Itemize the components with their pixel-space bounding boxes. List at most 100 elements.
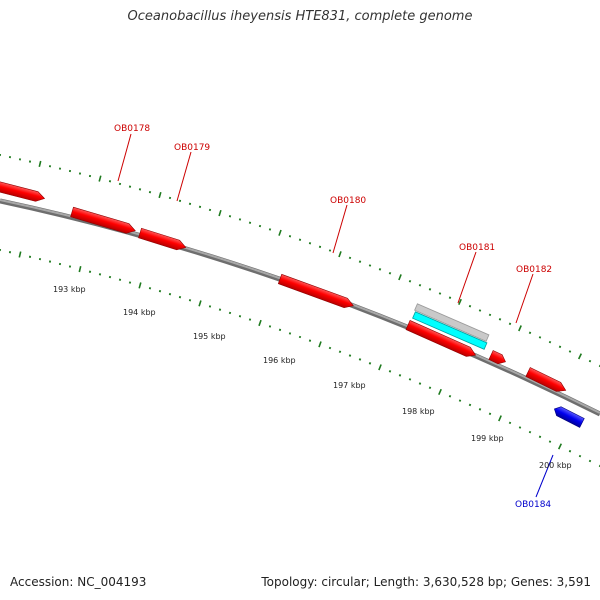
minor-tick	[118, 182, 122, 186]
gene-arrow-ob0180[interactable]	[277, 273, 355, 310]
gene-arrow-ob0178[interactable]	[70, 206, 137, 235]
minor-tick	[428, 386, 432, 390]
minor-tick	[568, 449, 572, 453]
gene-label[interactable]: OB0184	[515, 500, 551, 510]
minor-tick	[368, 264, 372, 267]
minor-tick	[378, 268, 382, 271]
minor-tick	[478, 408, 482, 411]
major-tick	[98, 175, 102, 182]
minor-tick	[448, 296, 452, 299]
minor-tick	[268, 325, 272, 328]
gene-arrow-ob0184[interactable]	[552, 404, 585, 428]
leader-line-ob0181	[457, 251, 477, 304]
minor-tick	[298, 335, 302, 339]
leader-line-ob0180	[332, 204, 348, 254]
minor-tick	[168, 292, 172, 296]
minor-tick	[488, 412, 492, 416]
minor-tick	[148, 190, 152, 194]
major-tick	[78, 266, 82, 273]
minor-tick	[318, 245, 322, 249]
minor-tick	[308, 242, 312, 245]
gene-arrow-ob0182-small[interactable]	[488, 350, 508, 366]
leader-line-ob0184	[535, 454, 554, 498]
minor-tick	[88, 270, 92, 273]
major-tick	[258, 319, 262, 327]
minor-tick	[468, 304, 472, 308]
major-tick	[518, 325, 522, 332]
minor-tick	[338, 350, 342, 354]
minor-tick	[508, 322, 512, 326]
gene-arrow-ob0181[interactable]	[405, 320, 478, 359]
minor-tick	[488, 313, 492, 317]
minor-tick	[558, 345, 562, 349]
ruler-label: 197 kbp	[333, 381, 366, 390]
minor-tick	[228, 311, 232, 315]
minor-tick	[208, 305, 212, 308]
ruler-label: 198 kbp	[402, 407, 435, 416]
minor-tick	[328, 249, 332, 252]
minor-tick	[458, 399, 462, 402]
minor-tick	[248, 318, 252, 321]
minor-tick	[548, 340, 552, 344]
inner-tick-track	[0, 248, 600, 468]
major-tick	[438, 388, 442, 396]
minor-tick	[258, 224, 262, 228]
minor-tick	[128, 185, 132, 188]
minor-tick	[298, 238, 302, 241]
ruler-label: 194 kbp	[123, 308, 156, 317]
gene-label[interactable]: OB0178	[114, 124, 150, 134]
gene-arrow-ob0179[interactable]	[138, 227, 187, 252]
minor-tick	[498, 318, 502, 321]
gene-label[interactable]: OB0182	[516, 265, 552, 275]
leader-line-ob0182	[515, 273, 534, 324]
minor-tick	[238, 315, 242, 318]
minor-tick	[368, 362, 372, 365]
major-tick	[38, 160, 42, 167]
major-tick	[398, 274, 402, 281]
major-tick	[138, 282, 142, 289]
minor-tick	[538, 435, 542, 439]
gene-label[interactable]: OB0181	[459, 243, 495, 253]
gene-label[interactable]: OB0180	[330, 196, 366, 206]
gene-label[interactable]: OB0179	[174, 143, 210, 153]
minor-tick	[548, 440, 552, 443]
major-tick	[338, 251, 342, 258]
minor-tick	[518, 426, 522, 429]
gray-feature	[414, 303, 490, 342]
minor-tick	[288, 332, 292, 335]
major-tick	[557, 443, 563, 450]
minor-tick	[148, 287, 152, 290]
gene-arrow-ob0183[interactable]	[525, 367, 568, 395]
outer-tick-track	[0, 153, 600, 368]
genome-backbone-highlight	[0, 199, 600, 414]
leader-line-ob0179	[176, 151, 192, 202]
minor-tick	[108, 275, 112, 279]
minor-tick	[168, 196, 172, 200]
major-tick	[378, 364, 382, 371]
minor-tick	[228, 215, 232, 218]
minor-tick	[278, 328, 282, 332]
gene-arrow-ob0177[interactable]	[0, 180, 46, 204]
minor-tick	[358, 260, 362, 263]
minor-tick	[248, 221, 252, 224]
minor-tick	[428, 288, 432, 291]
minor-tick	[348, 256, 352, 260]
ruler-label: 200 kbp	[539, 461, 572, 470]
major-tick	[158, 191, 162, 199]
ruler-label: 195 kbp	[193, 332, 226, 341]
minor-tick	[98, 273, 102, 276]
minor-tick	[408, 378, 412, 381]
cyan-feature	[412, 311, 488, 350]
minor-tick	[118, 278, 122, 281]
minor-tick	[268, 228, 272, 231]
minor-tick	[528, 430, 532, 434]
minor-tick	[388, 370, 392, 373]
minor-tick	[508, 421, 512, 425]
minor-tick	[478, 309, 482, 312]
genome-summary-text: Topology: circular; Length: 3,630,528 bp…	[261, 575, 591, 589]
minor-tick	[538, 336, 542, 339]
minor-tick	[528, 331, 532, 335]
major-tick	[278, 229, 282, 236]
minor-tick	[108, 180, 112, 183]
